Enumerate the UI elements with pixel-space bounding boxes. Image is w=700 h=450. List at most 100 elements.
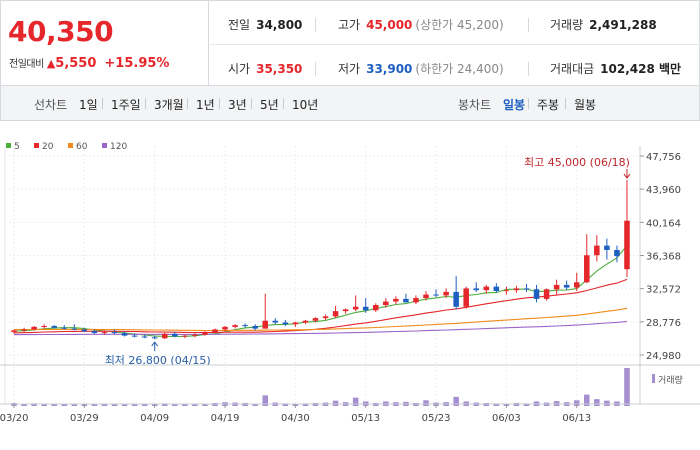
- candle-body: [222, 326, 228, 330]
- change-amount: 5,550: [55, 56, 97, 71]
- volume-bar: [423, 400, 429, 406]
- volume-bar: [141, 404, 148, 406]
- volume-bar: [594, 399, 600, 406]
- volume-bar: [584, 394, 590, 406]
- candle-daily[interactable]: 일봉: [503, 98, 526, 112]
- stat-label: 시가: [228, 62, 251, 76]
- candle-body: [342, 309, 349, 312]
- ma-120-line: [13, 320, 628, 336]
- chart-background: [0, 121, 700, 450]
- legend-swatch: [6, 143, 11, 148]
- period-3y[interactable]: 3년: [228, 98, 247, 112]
- stat-label: 전일: [228, 18, 251, 32]
- candle-body: [614, 249, 620, 257]
- volume-bar: [121, 404, 128, 406]
- volume-bar: [131, 403, 138, 406]
- candle-body: [523, 288, 530, 290]
- candle-body: [543, 289, 550, 299]
- y-tick-label: 28,776: [646, 318, 681, 329]
- candle-monthly[interactable]: 월봉: [574, 98, 597, 112]
- stat-label: 저가: [338, 62, 361, 76]
- volume-bar: [111, 404, 118, 406]
- period-separator: [283, 98, 284, 109]
- volume-bar: [332, 400, 339, 406]
- y-tick-label: 47,756: [646, 152, 681, 163]
- low-annotation: 최저 26,800 (04/15): [105, 354, 211, 367]
- stat-high: 고가 45,000 (상한가 45,200): [338, 16, 504, 33]
- line-chart-caption: 선차트: [34, 98, 68, 112]
- period-bar: 선차트 1일 1주일 3개월 1년 3년 5년 10년 봉차트 일봉 주봉 월봉: [0, 86, 700, 121]
- candle-body: [503, 290, 510, 292]
- y-tick-label: 43,960: [646, 185, 681, 196]
- candle-body: [393, 298, 399, 302]
- stats-divider: [210, 44, 700, 45]
- period-separator: [528, 98, 529, 109]
- volume-bar: [282, 403, 289, 406]
- stat-value: 33,900: [366, 62, 413, 76]
- volume-bar: [202, 403, 208, 406]
- period-10y[interactable]: 10년: [292, 98, 319, 112]
- legend-swatch: [68, 143, 73, 148]
- candle-weekly[interactable]: 주봉: [537, 98, 560, 112]
- y-tick-label: 36,368: [646, 252, 681, 263]
- candle-body: [71, 328, 78, 330]
- period-1w[interactable]: 1주일: [111, 98, 141, 112]
- volume-bar: [41, 403, 47, 406]
- candle-body: [212, 329, 218, 333]
- stat-low: 저가 33,900 (하한가 24,400): [338, 60, 504, 77]
- volume-bar: [624, 368, 630, 406]
- candle-body: [473, 288, 480, 291]
- volume-bar: [51, 404, 57, 406]
- volume-bar: [604, 400, 610, 406]
- candle-body: [493, 286, 500, 292]
- candle-body: [81, 329, 88, 332]
- x-tick-label: 05/13: [351, 413, 380, 424]
- current-price: 40,350: [8, 15, 114, 48]
- candle-body: [302, 320, 309, 323]
- period-1y[interactable]: 1년: [196, 98, 215, 112]
- candle-body: [553, 284, 560, 290]
- volume-bar: [573, 400, 580, 406]
- y-tick-label: 40,164: [646, 218, 681, 229]
- candle-body: [141, 336, 148, 338]
- stat-value: 2,491,288: [589, 18, 657, 32]
- x-tick-label: 06/03: [492, 413, 521, 424]
- x-tick-label: 03/20: [0, 413, 28, 424]
- volume-bar: [71, 404, 78, 406]
- volume-bar: [61, 403, 68, 406]
- candle-body: [61, 327, 68, 329]
- candle-body: [533, 289, 540, 299]
- candle-body: [232, 325, 238, 327]
- x-tick-label: 04/09: [140, 413, 169, 424]
- change-percent: +15.95%: [104, 56, 170, 71]
- volume-bar: [352, 397, 359, 406]
- period-1d[interactable]: 1일: [79, 98, 98, 112]
- candle-body: [373, 305, 379, 311]
- candle-body: [423, 294, 429, 299]
- stat-label: 거래대금: [550, 62, 595, 76]
- volume-bar: [31, 403, 37, 406]
- period-3m[interactable]: 3개월: [154, 98, 184, 112]
- candle-body: [111, 332, 118, 334]
- x-tick-label: 04/19: [211, 413, 240, 424]
- legend-swatch: [102, 143, 107, 148]
- candle-body: [91, 331, 98, 333]
- candle-body: [101, 332, 108, 334]
- candle-body: [21, 329, 27, 331]
- stat-separator: [528, 62, 529, 76]
- stat-value: 102,428 백만: [600, 62, 682, 76]
- legend-label: 60: [76, 142, 88, 152]
- candle-body: [192, 334, 198, 336]
- up-arrow-icon: ▲: [46, 57, 56, 70]
- candle-body: [483, 286, 490, 291]
- stat-separator: [315, 18, 316, 32]
- period-5y[interactable]: 5년: [260, 98, 279, 112]
- candle-body: [262, 320, 268, 329]
- volume-bar: [493, 403, 500, 406]
- stat-open: 시가 35,350: [228, 60, 302, 77]
- ma-20-line: [13, 278, 628, 334]
- stat-label: 거래량: [550, 18, 584, 32]
- volume-bar: [172, 403, 178, 406]
- period-separator: [565, 98, 566, 109]
- candle-body: [433, 294, 439, 296]
